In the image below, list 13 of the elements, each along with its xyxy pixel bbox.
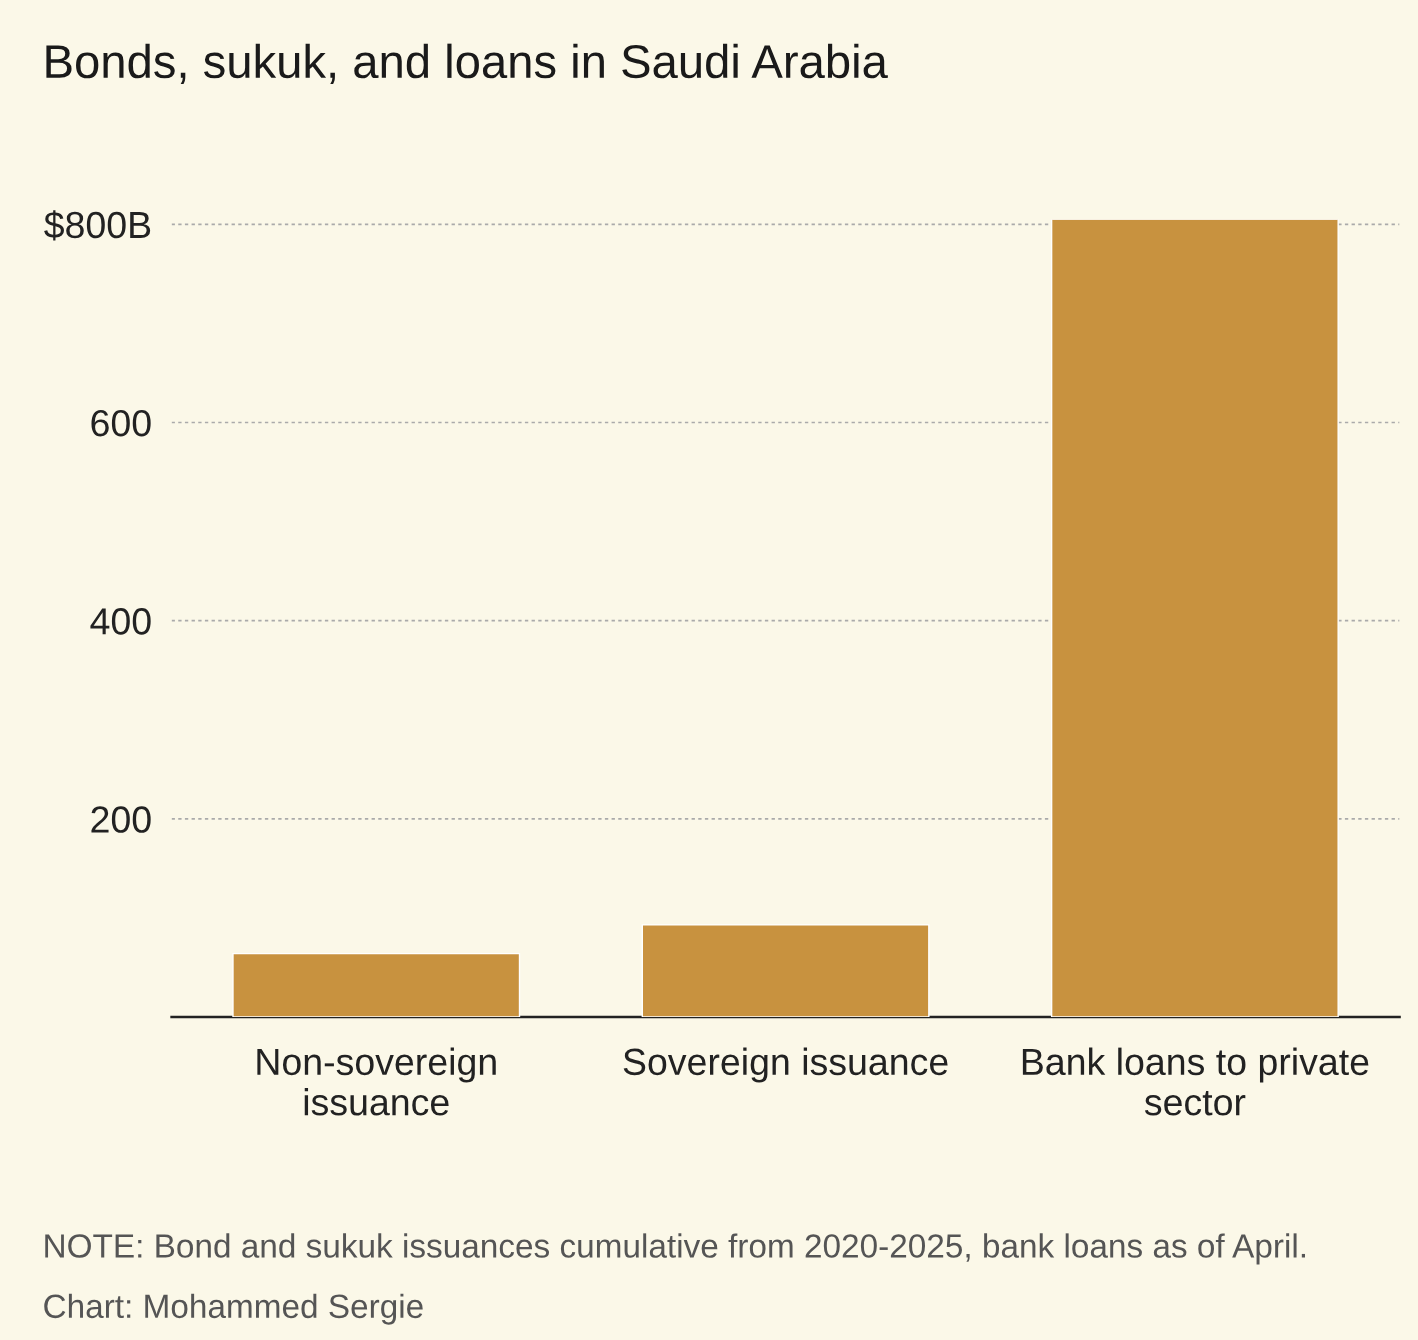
text: NOTE: Bond and sukuk issuances cumulative from 2020-2025, bank loans as of April.	[45, 1233, 1305, 1265]
text: Chart: Mohammed Sergie	[44, 1293, 423, 1325]
bar	[1050, 219, 1339, 1018]
y-tick-label: $800B	[44, 210, 151, 241]
bar	[641, 924, 930, 1018]
chart-title: Bonds, sukuk, and loans in Saudi Arabia	[46, 43, 888, 84]
y-tick-label: 600	[91, 409, 151, 437]
bar	[232, 952, 521, 1018]
x-tick-label: Sovereign issuance	[623, 1047, 948, 1083]
x-tick-label: Non-sovereign issuance	[257, 1047, 496, 1116]
y-tick-label: 400	[90, 608, 151, 635]
y-tick-label: 200	[91, 806, 151, 833]
x-tick-label: Bank loans to private sector	[1022, 1047, 1369, 1116]
